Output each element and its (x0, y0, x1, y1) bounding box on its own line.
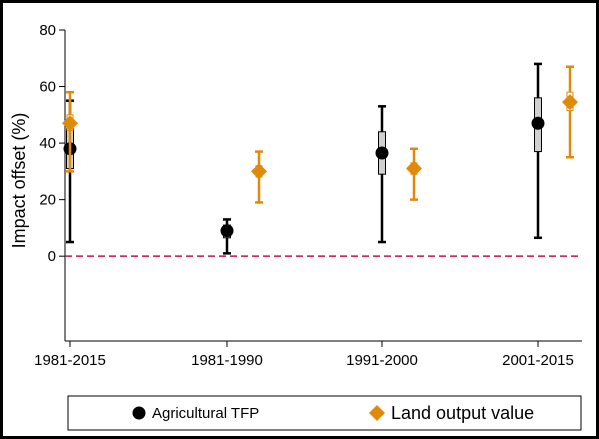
legend-label: Land output value (391, 403, 534, 423)
x-tick-label: 1981-2015 (34, 352, 106, 369)
series-layer (62, 62, 578, 255)
legend-label: Agricultural TFP (152, 405, 259, 422)
y-axis-title: Impact offset (%) (9, 113, 29, 249)
series-land-output-value (62, 65, 578, 204)
y-tick-label: 40 (39, 135, 56, 152)
x-tick-label: 1991-2000 (346, 352, 418, 369)
y-tick-label: 60 (39, 79, 56, 96)
series-agricultural-tfp (63, 62, 545, 255)
x-tick-label: 2001-2015 (502, 352, 574, 369)
data-point (375, 146, 389, 160)
x-tick-label: 1981-1990 (191, 352, 263, 369)
y-tick-label: 20 (39, 192, 56, 209)
y-axis: 0 20 40 60 80 (39, 22, 65, 265)
legend-marker-circle (132, 406, 146, 420)
legend-item-land-output-value: Land output value (369, 403, 534, 423)
legend: Agricultural TFP Land output value (67, 395, 582, 431)
data-point (251, 163, 267, 180)
data-point (562, 94, 578, 111)
data-point (531, 116, 545, 130)
legend-box (67, 395, 582, 431)
x-axis: 1981-2015 1981-1990 1991-2000 2001-2015 (34, 341, 574, 369)
legend-item-agricultural-tfp: Agricultural TFP (132, 405, 259, 422)
data-point (220, 224, 234, 238)
y-tick-label: 80 (39, 22, 56, 39)
data-point (406, 160, 422, 177)
y-tick-label: 0 (48, 248, 56, 265)
plot-area: 0 20 40 60 80 1981-2015 1981-1990 1991-2000 200… (34, 22, 582, 369)
data-point (62, 115, 78, 132)
legend-marker-diamond (369, 405, 385, 421)
